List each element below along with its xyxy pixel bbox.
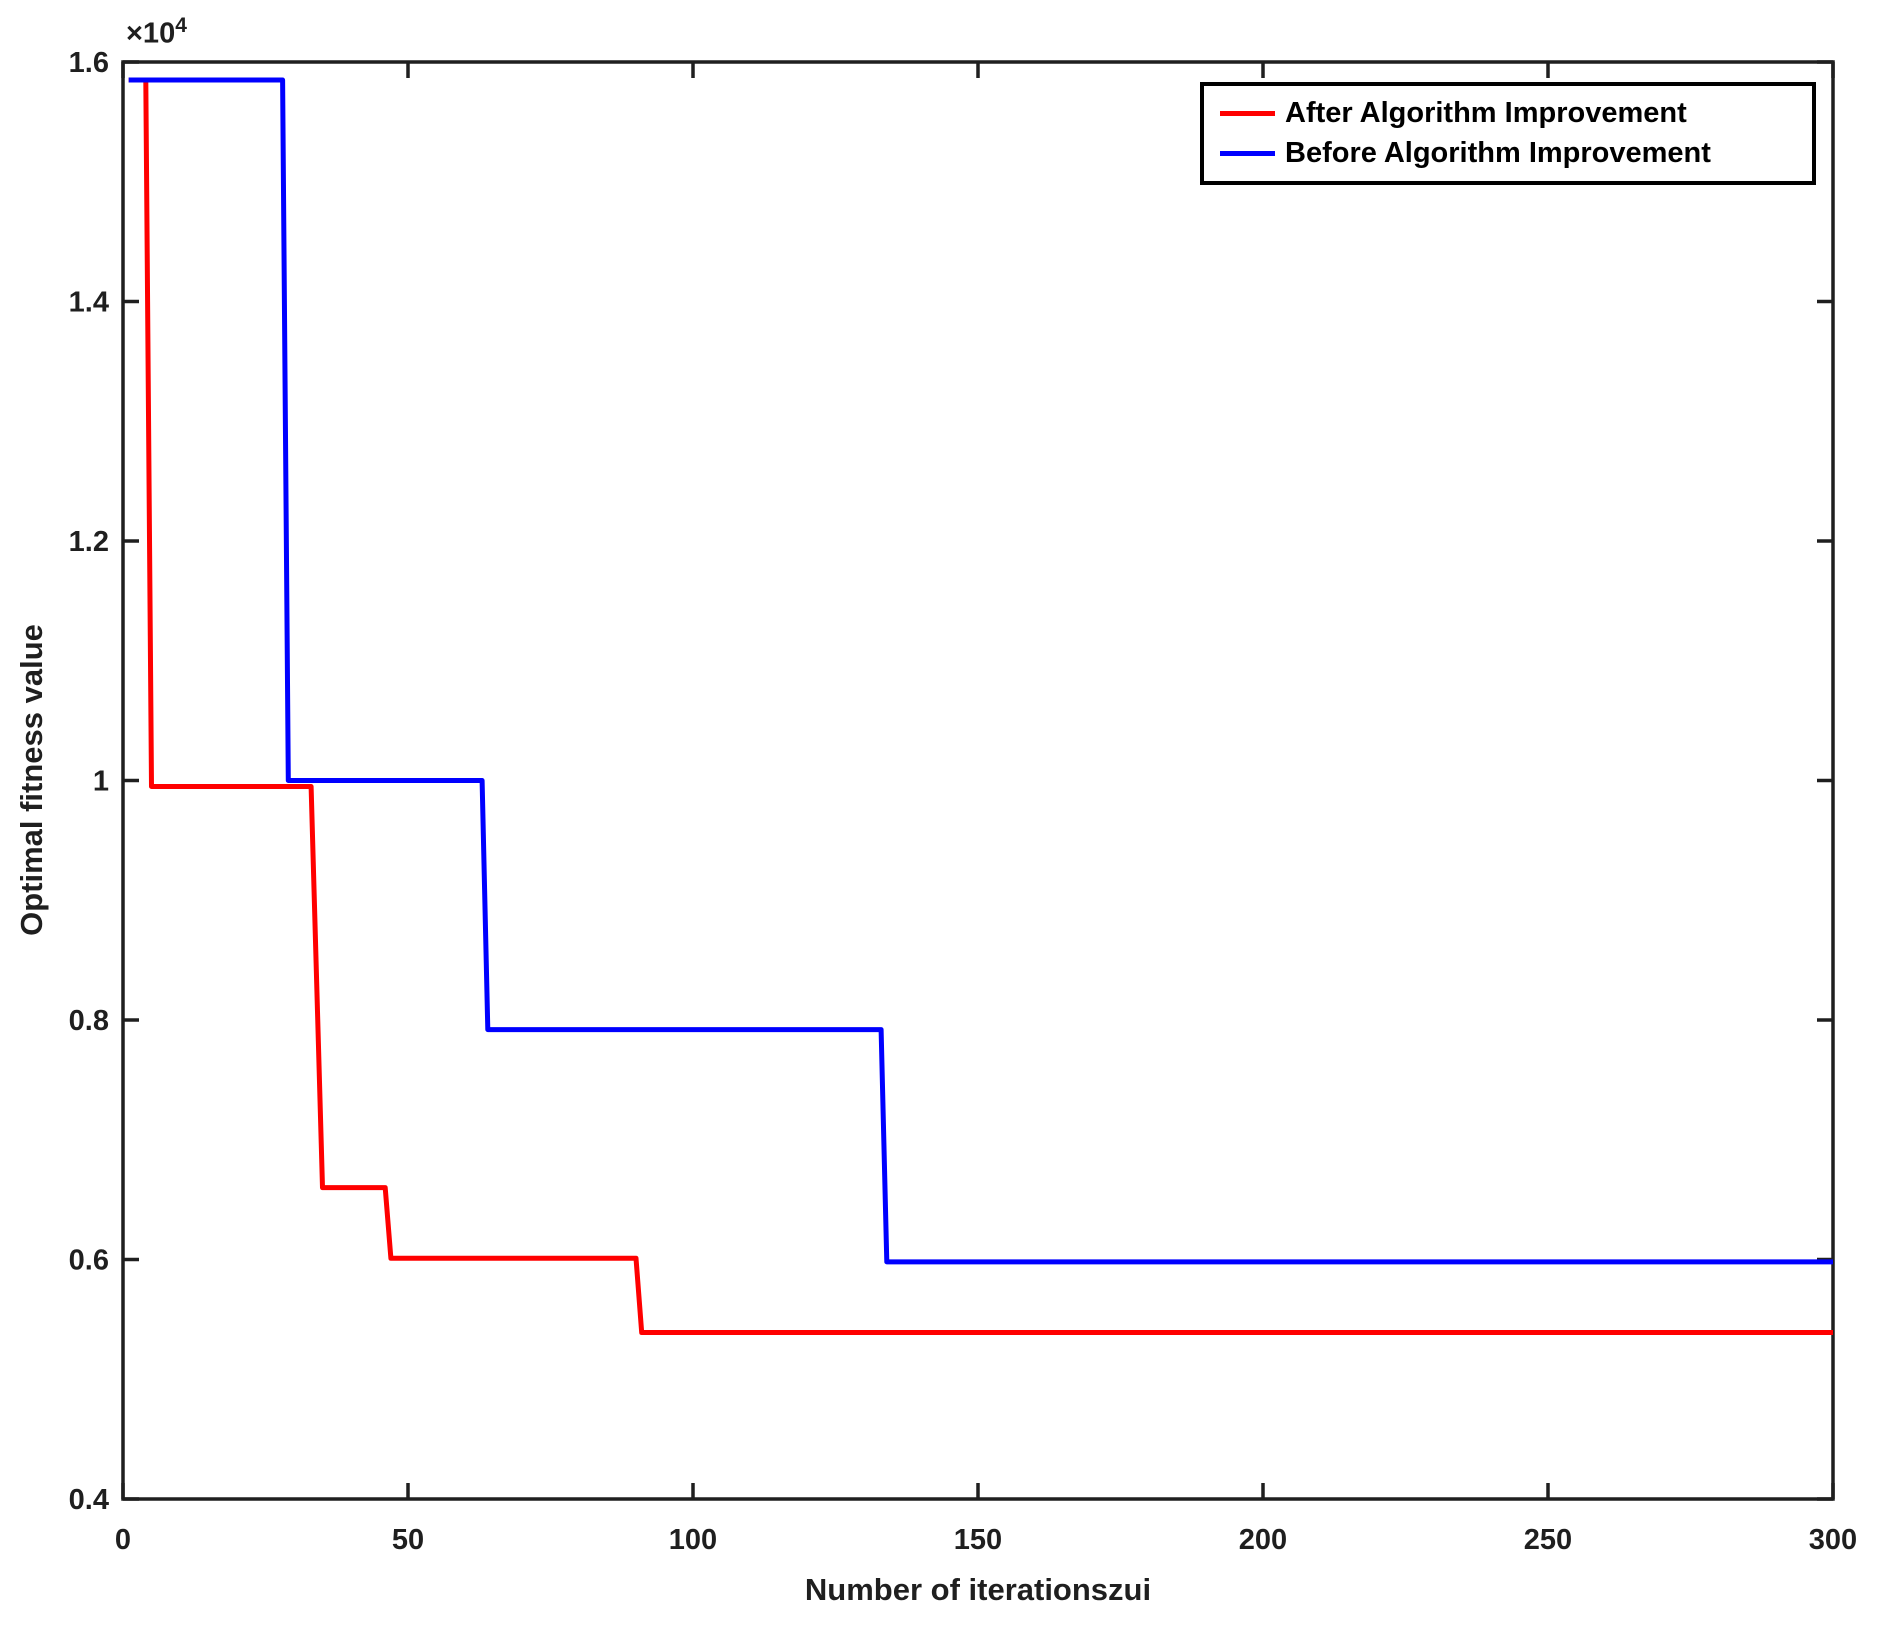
- x-axis-tick-label: 200: [1239, 1524, 1287, 1556]
- y-axis-exponent-power: 4: [175, 14, 187, 37]
- legend-label-after: After Algorithm Improvement: [1285, 97, 1687, 130]
- series-line-after: [128, 77, 1833, 1336]
- legend-item-after: After Algorithm Improvement: [1220, 94, 1812, 134]
- x-axis-title: Number of iterationszui: [804, 1572, 1152, 1607]
- x-axis-tick-label: 250: [1524, 1524, 1572, 1556]
- x-axis-tick-label: 300: [1809, 1524, 1857, 1556]
- y-axis-title: Optimal fitness value: [14, 624, 49, 936]
- legend-line-sample-red: [1220, 111, 1275, 117]
- y-axis-tick-label: 0.4: [69, 1484, 109, 1516]
- y-axis-tick-label: 1: [93, 766, 109, 798]
- x-axis-tick-label: 100: [669, 1524, 717, 1556]
- y-axis-exponent-base: ×10: [126, 17, 176, 50]
- y-axis-exponent: ×104: [126, 14, 187, 51]
- y-axis-tick-label: 1.6: [69, 47, 109, 79]
- legend-line-sample-blue: [1220, 150, 1275, 156]
- y-axis-tick-label: 0.6: [69, 1245, 109, 1277]
- y-axis-tick-label: 1.4: [69, 287, 109, 319]
- legend-item-before: Before Algorithm Improvement: [1220, 134, 1812, 174]
- legend-label-before: Before Algorithm Improvement: [1285, 136, 1711, 169]
- y-axis-tick-label: 0.8: [69, 1005, 109, 1037]
- y-axis-tick-label: 1.2: [69, 526, 109, 558]
- series-line-before: [128, 77, 1833, 1265]
- x-axis-tick-label: 50: [392, 1524, 424, 1556]
- x-axis-tick-label: 0: [115, 1524, 131, 1556]
- legend: After Algorithm Improvement Before Algor…: [1200, 82, 1816, 185]
- x-axis-tick-label: 150: [954, 1524, 1002, 1556]
